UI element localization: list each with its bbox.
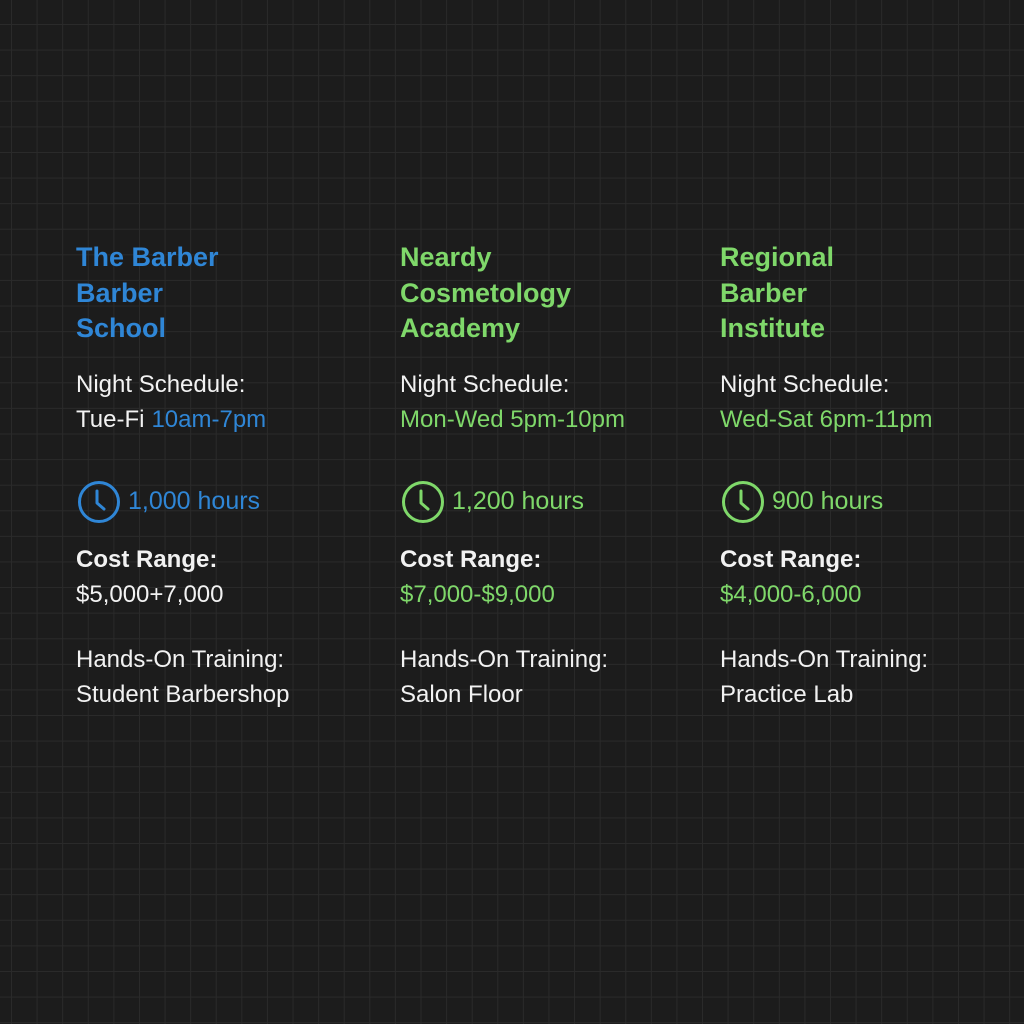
school-card: The Barber Barber School Night Schedule:… bbox=[76, 240, 376, 712]
cost-label: Cost Range: bbox=[720, 545, 862, 573]
cost-range: Cost Range: $7,000-$9,000 bbox=[400, 543, 700, 612]
schedule-time: Wed-Sat 6pm-11pm bbox=[720, 405, 933, 433]
training-label: Hands-On Training: bbox=[76, 645, 285, 673]
training: Hands-On Training: Student Barbershop bbox=[76, 642, 376, 712]
cost-label: Cost Range: bbox=[400, 545, 542, 573]
schedule-days: Tue-Fi bbox=[76, 405, 145, 433]
school-name-line: Neardy bbox=[400, 242, 492, 272]
schedule-value: Tue-Fi 10am-7pm bbox=[76, 402, 376, 437]
clock-icon bbox=[402, 480, 444, 523]
program-hours: 1,200 hours bbox=[400, 479, 700, 525]
training-label: Hands-On Training: bbox=[400, 645, 609, 673]
school-name: Regional Barber Institute bbox=[720, 240, 1020, 347]
schedule-time: Mon-Wed 5pm-10pm bbox=[400, 405, 625, 433]
hours-value: 900 hours bbox=[772, 487, 884, 515]
cost-range: Cost Range: $5,000+7,000 bbox=[76, 543, 376, 612]
school-name-line: Regional bbox=[720, 242, 835, 272]
school-name-line: Institute bbox=[720, 313, 825, 343]
schedule: Night Schedule: Mon-Wed 5pm-10pm bbox=[400, 367, 700, 437]
school-name-line: Barber bbox=[720, 277, 808, 308]
schedule-label: Night Schedule: bbox=[400, 370, 570, 398]
school-name-line: The Barber bbox=[76, 242, 219, 272]
schedule-label: Night Schedule: bbox=[76, 370, 246, 398]
school-name-line: Academy bbox=[400, 313, 521, 343]
schedule-value: Mon-Wed 5pm-10pm bbox=[400, 402, 700, 437]
schedule-value: Wed-Sat 6pm-11pm bbox=[720, 402, 1020, 437]
training-value: Student Barbershop bbox=[76, 680, 290, 708]
clock-icon bbox=[78, 480, 120, 523]
school-name: Neardy Cosmetology Academy bbox=[400, 240, 700, 347]
cost-label: Cost Range: bbox=[76, 545, 218, 573]
hours-value: 1,200 hours bbox=[452, 487, 585, 515]
schedule: Night Schedule: Wed-Sat 6pm-11pm bbox=[720, 367, 1020, 437]
schedule-label: Night Schedule: bbox=[720, 370, 890, 398]
cost-range: Cost Range: $4,000-6,000 bbox=[720, 543, 1020, 612]
training-value: Salon Floor bbox=[400, 680, 523, 708]
school-card: Regional Barber Institute Night Schedule… bbox=[720, 240, 1020, 712]
schedule-time: 10am-7pm bbox=[151, 405, 267, 433]
training: Hands-On Training: Salon Floor bbox=[400, 642, 700, 712]
program-hours: 900 hours bbox=[720, 479, 1020, 525]
school-name-line: Cosmetology bbox=[400, 277, 572, 308]
cost-value: $5,000+7,000 bbox=[76, 580, 224, 608]
training-label: Hands-On Training: bbox=[720, 645, 929, 673]
school-card: Neardy Cosmetology Academy Night Schedul… bbox=[400, 240, 700, 712]
cost-value: $7,000-$9,000 bbox=[400, 580, 555, 608]
school-name-line: School bbox=[76, 313, 167, 343]
program-hours: 1,000 hours bbox=[76, 479, 376, 525]
clock-icon bbox=[722, 480, 764, 523]
school-name-line: Barber bbox=[76, 277, 164, 308]
schedule: Night Schedule: Tue-Fi 10am-7pm bbox=[76, 367, 376, 437]
cost-value: $4,000-6,000 bbox=[720, 580, 862, 608]
school-name: The Barber Barber School bbox=[76, 240, 376, 347]
training-value: Practice Lab bbox=[720, 680, 854, 708]
hours-value: 1,000 hours bbox=[128, 487, 261, 515]
training: Hands-On Training: Practice Lab bbox=[720, 642, 1020, 712]
